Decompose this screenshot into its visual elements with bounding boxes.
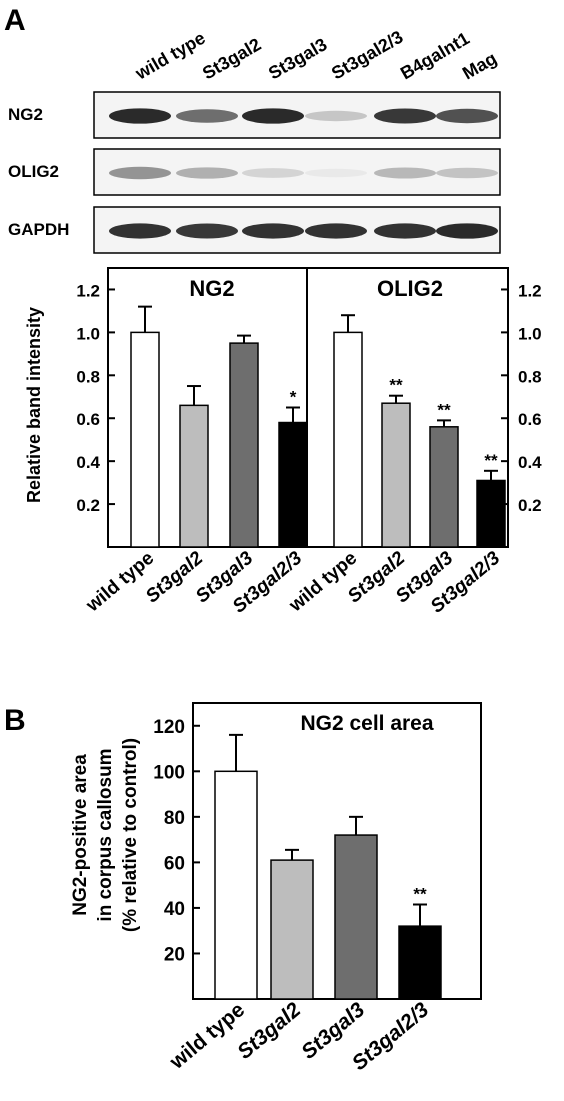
blot-row: OLIG2 [8,148,501,196]
blot-band [374,223,436,239]
y-tick-label: 80 [164,808,185,829]
y-tick-label: 20 [164,944,185,965]
x-tick-label: wild type [165,998,249,1074]
blot-band [109,166,171,180]
western-blot: NG2 OLIG2 GAPDH [8,91,501,254]
blot-band [436,167,498,179]
y-tick-label: 0.8 [518,367,542,386]
blot-row-label: OLIG2 [8,162,59,181]
panel-b-ylabel: NG2-positive area in corpus callosum (% re… [70,738,141,932]
panel-b-label: B [4,704,26,737]
bar [381,402,411,548]
y-tick-label: 120 [153,717,185,738]
blot-row-label: NG2 [8,105,43,124]
significance-mark: ** [413,885,427,904]
bar [179,404,209,548]
lane-label: wild type [131,28,209,84]
panel-b-bars: ** [214,733,442,1000]
significance-mark: ** [484,451,498,470]
significance-mark: ** [389,376,403,395]
blot-band [242,223,304,239]
y-tick-label: 100 [153,762,185,783]
x-tick-label: wild type [82,548,159,617]
blot-band [109,223,171,239]
panel-b-ylabel-line: NG2-positive area [70,754,91,916]
lane-label: St3gal2/3 [328,27,406,84]
blot-band [176,167,238,179]
panel-b-left-axis: 20 40 60 80 100 120 [153,717,200,965]
y-tick-label: 0.6 [518,410,542,429]
blot-band [305,223,367,239]
y-tick-label: 1.2 [518,281,542,300]
blot-band [109,108,171,124]
panel-a-chart: NG2 OLIG2 Relative band intensity 0.2 0.4… [24,267,542,617]
significance-mark: ** [437,400,451,419]
bar [429,426,459,548]
ng2-chart-title: NG2 [189,276,234,301]
bar [476,479,506,548]
y-tick-label: 1.0 [76,324,100,343]
blot-band [176,223,238,239]
bar [398,925,442,1000]
significance-mark: * [290,388,297,407]
y-tick-label: 0.8 [76,367,100,386]
olig2-bars: ** ** ** [333,314,506,548]
y-tick-label: 0.2 [76,496,100,515]
y-tick-label: 1.0 [518,324,542,343]
olig2-chart-title: OLIG2 [377,276,443,301]
panel-b-title: NG2 cell area [300,712,433,735]
blot-row: GAPDH [8,206,501,254]
bar [130,331,160,548]
blot-band [436,223,498,239]
bar [214,770,258,1000]
bar [270,859,314,1000]
bar [334,834,378,1000]
y-tick-label: 0.6 [76,410,100,429]
blot-band [374,108,436,124]
blot-band [242,108,304,124]
panel-a-right-axis: 0.2 0.4 0.6 0.8 1.0 1.2 [501,281,542,515]
bar [229,342,259,548]
panel-b-ylabel-line: in corpus callosum [95,748,116,921]
y-tick-label: 0.4 [76,453,100,472]
ng2-bars: * [130,305,308,548]
y-tick-label: 60 [164,853,185,874]
blot-row-label: GAPDH [8,220,69,239]
panel-a-left-axis: 0.2 0.4 0.6 0.8 1.0 1.2 [76,281,115,515]
lane-label: St3gal2 [199,34,264,83]
y-tick-label: 40 [164,899,185,920]
lane-label: St3gal3 [265,34,330,83]
blot-band [374,167,436,179]
panel-b-ylabel-line: (% relative to control) [120,738,141,932]
panel-a-ylabel: Relative band intensity [24,307,44,503]
blot-band [305,168,367,178]
blot-band [305,110,367,122]
panel-a-label: A [4,4,26,37]
bar [333,331,363,548]
x-tick-label: St3gal2 [233,998,305,1064]
y-tick-label: 0.2 [518,496,542,515]
panel-b-chart: NG2 cell area NG2-positive area in corpus… [70,702,482,1075]
y-tick-label: 0.4 [518,453,542,472]
bar [278,421,308,548]
lane-label: B4galnt1 [397,28,473,83]
blot-band [176,109,238,123]
blot-row: NG2 [8,91,501,139]
blot-band [436,108,498,124]
y-tick-label: 1.2 [76,281,100,300]
blot-band [242,168,304,178]
lane-label: Mag [459,48,500,83]
